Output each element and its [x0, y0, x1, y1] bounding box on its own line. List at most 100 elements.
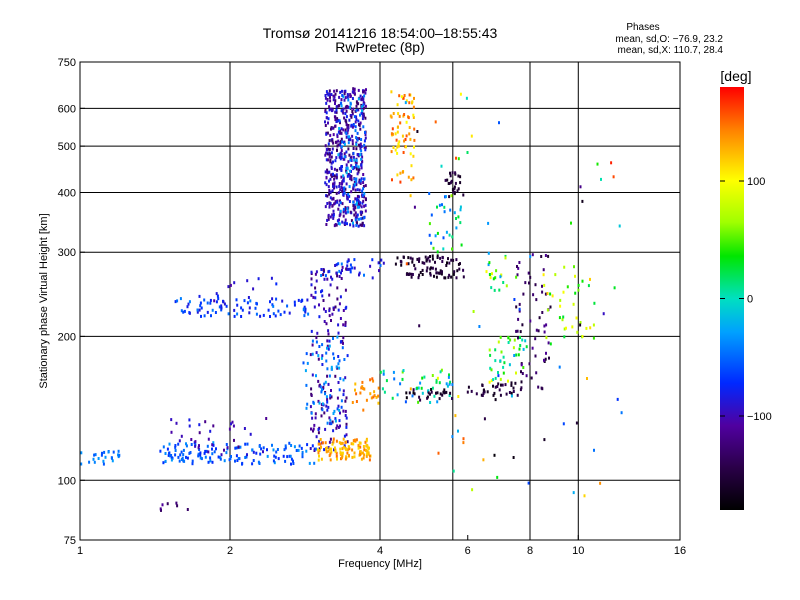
data-point	[228, 427, 231, 431]
data-point	[341, 180, 344, 184]
data-point	[209, 429, 212, 433]
data-point	[449, 380, 452, 384]
data-point	[211, 460, 214, 464]
data-point	[225, 443, 228, 446]
data-point	[325, 194, 328, 198]
data-point	[353, 177, 356, 181]
data-point	[351, 448, 354, 452]
data-point	[355, 400, 358, 403]
data-point	[344, 457, 347, 461]
data-point	[355, 180, 358, 184]
data-point	[361, 117, 364, 121]
data-point	[266, 448, 268, 452]
data-point	[401, 377, 404, 381]
data-point	[337, 308, 340, 312]
data-point	[338, 152, 341, 156]
data-point	[457, 395, 460, 398]
data-point	[410, 178, 413, 182]
data-point	[327, 329, 330, 333]
data-point	[358, 217, 360, 221]
data-point	[241, 461, 244, 465]
data-point	[324, 108, 327, 112]
data-point	[328, 179, 330, 183]
data-point	[365, 452, 368, 456]
data-point	[448, 273, 451, 277]
data-point	[310, 277, 313, 281]
data-point	[413, 145, 415, 149]
data-point	[360, 163, 363, 167]
data-point	[338, 408, 341, 412]
data-point	[413, 392, 416, 396]
data-point	[179, 453, 182, 457]
data-point	[336, 133, 339, 137]
data-point	[286, 304, 289, 308]
data-point	[322, 385, 325, 389]
data-point	[448, 195, 451, 199]
data-point	[518, 309, 521, 313]
data-point	[413, 263, 416, 267]
data-point	[330, 389, 332, 392]
data-point	[212, 441, 215, 445]
data-point	[357, 108, 360, 112]
data-point	[267, 308, 270, 312]
data-point	[315, 340, 318, 344]
data-point	[363, 106, 365, 110]
data-point	[498, 288, 501, 292]
data-point	[353, 87, 356, 91]
data-point	[330, 93, 333, 96]
data-point	[502, 371, 505, 375]
data-point	[515, 371, 517, 375]
data-point	[512, 386, 515, 390]
data-point	[207, 460, 210, 464]
data-point	[332, 98, 335, 102]
data-point	[311, 416, 314, 420]
data-point	[205, 449, 208, 453]
data-point	[358, 271, 361, 275]
data-point	[313, 423, 316, 427]
data-point	[517, 266, 520, 270]
data-point	[306, 402, 309, 406]
data-point	[457, 262, 460, 266]
data-point	[272, 304, 275, 308]
y-tick-label: 75	[64, 535, 76, 547]
data-point	[358, 273, 360, 277]
data-point	[352, 147, 355, 150]
data-point	[336, 335, 339, 339]
data-point	[405, 391, 408, 395]
data-point	[315, 435, 318, 439]
data-point	[455, 217, 457, 220]
data-point	[349, 263, 352, 267]
data-point	[348, 135, 351, 139]
data-point	[347, 445, 350, 449]
data-point	[361, 113, 364, 117]
data-point	[396, 103, 399, 107]
data-point	[206, 301, 209, 305]
data-point	[335, 454, 338, 458]
data-point	[350, 190, 353, 194]
data-point	[321, 289, 324, 293]
data-point	[305, 406, 308, 410]
data-point	[292, 462, 295, 465]
data-point	[365, 454, 368, 458]
data-point	[488, 348, 491, 352]
data-point	[274, 314, 277, 318]
data-point	[248, 311, 251, 315]
data-point	[358, 188, 361, 192]
data-point	[563, 265, 566, 269]
data-point	[342, 174, 345, 178]
data-point	[361, 216, 364, 220]
data-point	[340, 340, 343, 344]
data-point	[324, 94, 327, 97]
data-point	[435, 391, 437, 395]
data-point	[362, 103, 365, 107]
data-point	[466, 390, 469, 394]
data-point	[507, 341, 510, 344]
data-point	[340, 127, 343, 131]
data-point	[354, 211, 357, 215]
data-point	[232, 424, 235, 428]
data-point	[337, 221, 340, 225]
data-point	[504, 383, 507, 387]
data-point	[459, 208, 462, 212]
data-point	[529, 319, 532, 323]
data-point	[414, 267, 417, 271]
